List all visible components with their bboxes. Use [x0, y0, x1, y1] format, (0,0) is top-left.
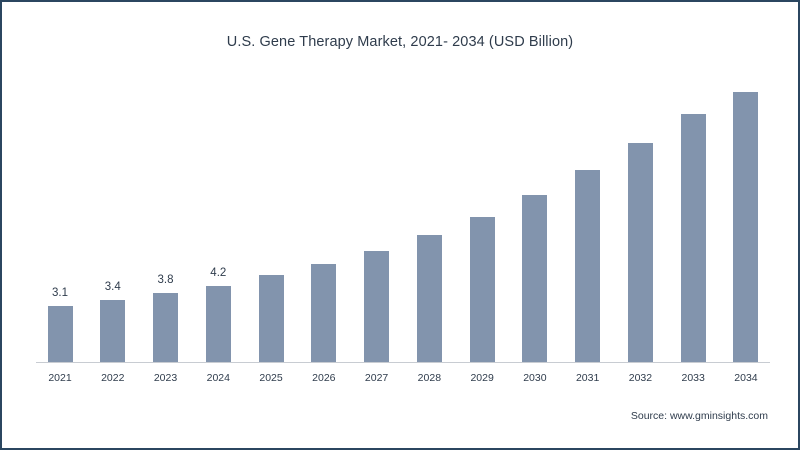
- bar-slot: [722, 72, 770, 362]
- bar[interactable]: [469, 217, 495, 362]
- bar-slot: [458, 72, 506, 362]
- bar-slot: [669, 72, 717, 362]
- bar-slot: [247, 72, 295, 362]
- x-tick-label: 2028: [417, 372, 442, 384]
- bar[interactable]: [627, 143, 653, 362]
- x-tick-label: 2026: [312, 372, 336, 384]
- x-tick-label: 2034: [734, 372, 758, 384]
- bar-slot: 4.2: [194, 72, 242, 362]
- bar-value-label: 3.4: [104, 281, 121, 293]
- bar[interactable]: [153, 293, 179, 362]
- bar-value-label: 4.2: [210, 267, 227, 279]
- x-tick-label: 2022: [101, 372, 125, 384]
- bar-slot: [616, 72, 664, 362]
- bar-value-label: 3.8: [157, 274, 174, 286]
- bar[interactable]: [205, 286, 231, 362]
- x-tick-label: 2032: [628, 372, 653, 384]
- bar-slot: [300, 72, 348, 362]
- bar[interactable]: [311, 264, 337, 362]
- bar[interactable]: [364, 251, 390, 362]
- bar[interactable]: [47, 306, 73, 362]
- bar-slot: [511, 72, 559, 362]
- chart-title: U.S. Gene Therapy Market, 2021- 2034 (US…: [226, 34, 574, 50]
- bar-series: 3.1 3.4 3.8 4.2: [36, 72, 770, 362]
- x-tick-label: 2024: [206, 372, 230, 384]
- x-axis-line: [36, 362, 770, 363]
- x-tick-label: 2021: [48, 372, 72, 384]
- bar[interactable]: [416, 235, 442, 362]
- bar-slot: 3.8: [142, 72, 190, 362]
- bar-slot: [405, 72, 453, 362]
- bar[interactable]: [100, 300, 126, 362]
- bar-slot: 3.4: [89, 72, 137, 362]
- x-tick-label: 2031: [575, 372, 600, 384]
- source-note: Source: www.gminsights.com: [630, 410, 768, 422]
- x-tick-label: 2030: [523, 372, 547, 384]
- x-tick-label: 2027: [364, 372, 389, 384]
- bar-slot: 3.1: [36, 72, 84, 362]
- x-axis-tick-labels: 2021 2022 2023 2024 2025 2026 2027 2028 2029 2030…: [36, 368, 770, 388]
- bar[interactable]: [522, 195, 548, 362]
- x-tick-label: 2033: [681, 372, 705, 384]
- x-tick-label: 2023: [153, 372, 178, 384]
- bar[interactable]: [575, 170, 601, 362]
- bar[interactable]: [258, 275, 284, 362]
- bar-value-label: 3.1: [52, 287, 68, 299]
- x-tick-label: 2025: [259, 372, 283, 384]
- bar[interactable]: [680, 114, 706, 362]
- bar[interactable]: [733, 91, 759, 362]
- bar-slot: [353, 72, 401, 362]
- bar-slot: [564, 72, 612, 362]
- x-tick-label: 2029: [470, 372, 494, 384]
